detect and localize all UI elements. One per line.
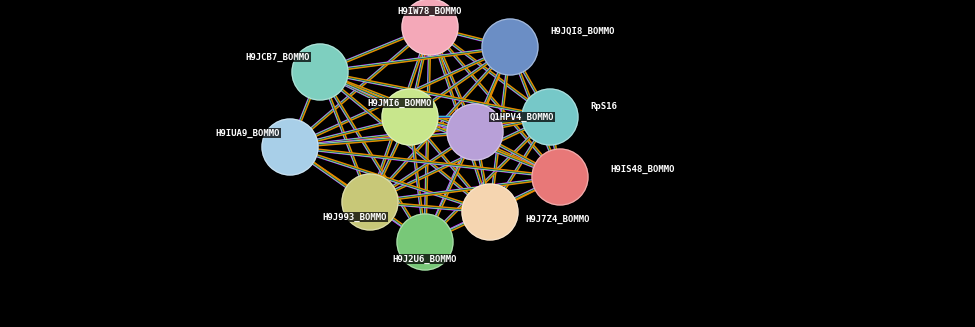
Text: Q1HPV4_BOMMO: Q1HPV4_BOMMO xyxy=(490,112,555,122)
Text: H9J7Z4_BOMMO: H9J7Z4_BOMMO xyxy=(525,215,590,224)
Text: H9IW78_BOMMO: H9IW78_BOMMO xyxy=(398,7,462,16)
Circle shape xyxy=(532,149,588,205)
Text: RpS16: RpS16 xyxy=(590,102,617,112)
Text: H9JQI8_BOMMO: H9JQI8_BOMMO xyxy=(550,26,614,36)
Text: H9J993_BOMMO: H9J993_BOMMO xyxy=(323,213,387,222)
Text: H9JCB7_BOMMO: H9JCB7_BOMMO xyxy=(246,52,310,61)
Circle shape xyxy=(382,89,438,145)
Circle shape xyxy=(482,19,538,75)
Circle shape xyxy=(402,0,458,55)
Text: H9IUA9_BOMMO: H9IUA9_BOMMO xyxy=(215,129,280,138)
Text: H9IS48_BOMMO: H9IS48_BOMMO xyxy=(610,164,675,174)
Text: H9J2U6_BOMMO: H9J2U6_BOMMO xyxy=(393,254,457,264)
Circle shape xyxy=(522,89,578,145)
Circle shape xyxy=(397,214,453,270)
Circle shape xyxy=(292,44,348,100)
Circle shape xyxy=(342,174,398,230)
Circle shape xyxy=(462,184,518,240)
Text: H9JMI6_BOMMO: H9JMI6_BOMMO xyxy=(368,98,432,108)
Circle shape xyxy=(447,104,503,160)
Circle shape xyxy=(262,119,318,175)
